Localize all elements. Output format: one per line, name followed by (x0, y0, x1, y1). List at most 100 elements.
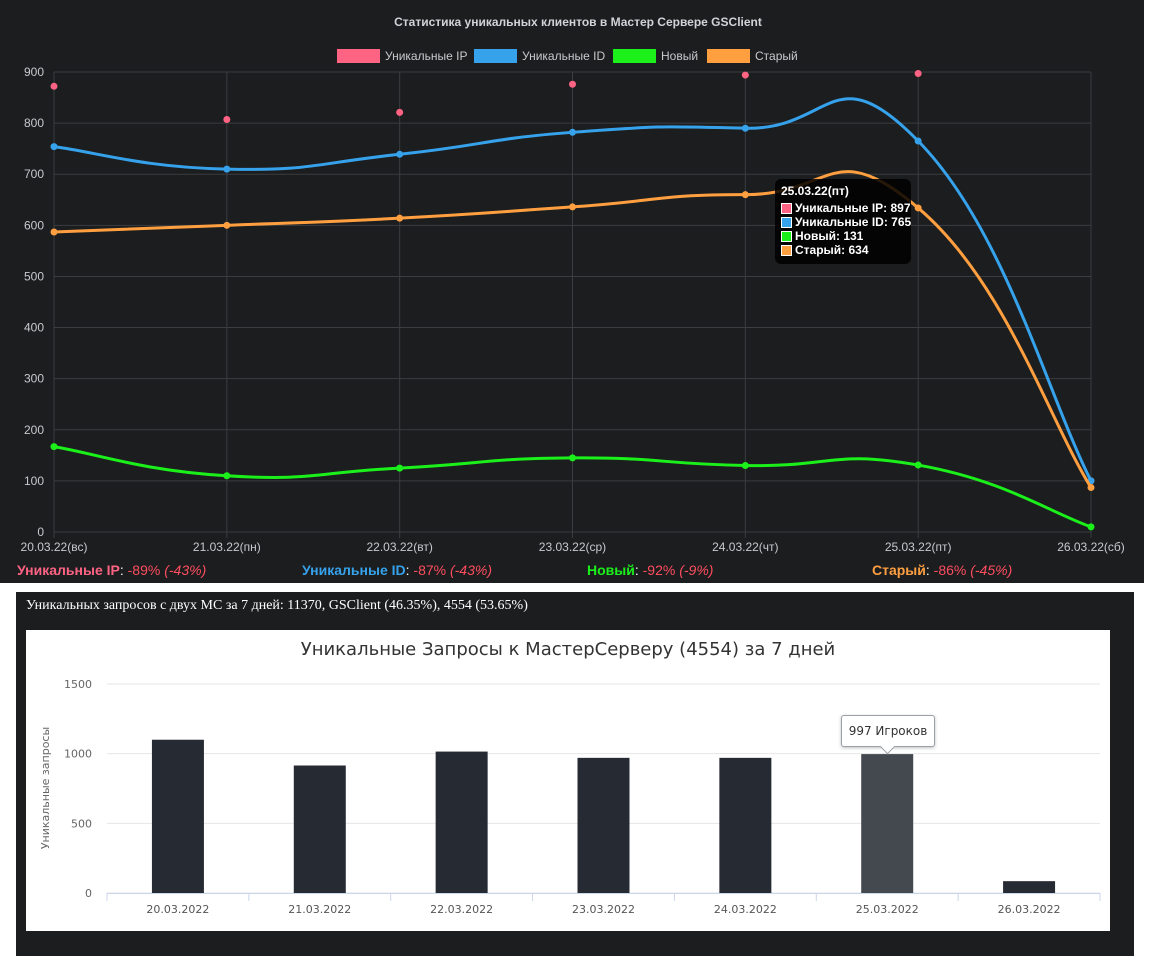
data-point (741, 462, 749, 470)
bar-x-tick-label: 26.03.2022 (998, 903, 1061, 916)
x-tick-label: 21.03.22(пн) (193, 540, 261, 554)
tooltip-text: Старый: 634 (795, 243, 869, 257)
tooltip-row-unique-ip: Уникальные IP: 897 (781, 201, 911, 215)
data-point (396, 150, 404, 158)
tooltip-text: Уникальные ID: 765 (795, 215, 912, 229)
data-point (396, 464, 404, 472)
y-tick-label: 0 (37, 525, 44, 539)
tooltip-text: Уникальные IP: 897 (795, 201, 911, 215)
data-point (223, 165, 231, 173)
bar-x-tick-label: 24.03.2022 (714, 903, 777, 916)
summary-item: Новый: -92% (-9%) (587, 562, 713, 578)
y-tick-label: 100 (24, 474, 44, 488)
bar (719, 757, 772, 893)
summary-name: Уникальные ID (302, 562, 406, 578)
summary-pct: -92% (638, 562, 676, 578)
data-point (396, 108, 404, 116)
data-point (50, 443, 58, 451)
bar-x-tick-label: 21.03.2022 (288, 903, 351, 916)
data-point (223, 472, 231, 480)
legend-swatch (337, 49, 380, 63)
bar-x-tick-label: 22.03.2022 (430, 903, 493, 916)
summary-rel: (-45%) (966, 562, 1013, 578)
summary-item: Уникальные ID: -87% (-43%) (302, 562, 492, 578)
chart-tooltip: 25.03.22(пт) Уникальные IP: 897 Уникальн… (775, 179, 911, 264)
data-point (1087, 523, 1095, 531)
bar (861, 754, 914, 893)
data-point (223, 221, 231, 229)
summary-colon: : (925, 562, 930, 578)
data-point (1087, 484, 1095, 492)
summary-name: Старый (872, 562, 926, 578)
legend-label: Уникальные ID (522, 49, 605, 63)
bar-y-axis-title: Уникальные запросы (39, 727, 52, 849)
y-tick-label: 700 (24, 167, 44, 181)
legend-swatch (707, 49, 750, 63)
summary-colon: : (119, 562, 124, 578)
bar (435, 751, 488, 893)
series-line-Старый (53, 170, 1093, 489)
data-point (741, 124, 749, 132)
bar-x-tick-label: 23.03.2022 (572, 903, 635, 916)
y-tick-label: 200 (24, 423, 44, 437)
bar (577, 757, 630, 893)
bar-tooltip-text: 997 Игроков (848, 724, 928, 738)
tooltip-swatch (781, 216, 792, 228)
requests-panel: Уникальных запросов с двух МС за 7 дней:… (16, 592, 1134, 956)
summary-rel: (-43%) (446, 562, 492, 578)
summary-colon: : (634, 562, 639, 578)
data-point (50, 143, 58, 151)
bar (151, 739, 204, 893)
data-point (50, 228, 58, 236)
bar-y-tick-label: 1000 (64, 748, 92, 761)
data-point (569, 203, 576, 211)
tooltip-row-old: Старый: 634 (781, 243, 869, 257)
client-stats-line-chart: Статистика уникальных клиентов в Мастер … (21, 15, 1125, 554)
tooltip-row-unique-id: Уникальные ID: 765 (781, 215, 911, 229)
x-tick-label: 23.03.22(ср) (539, 540, 606, 554)
bar-chart-title: Уникальные Запросы к МастерСерверу (4554… (301, 639, 835, 660)
tooltip-title: 25.03.22(пт) (781, 184, 849, 198)
x-tick-label: 25.03.22(пт) (885, 540, 952, 554)
x-tick-label: 20.03.22(вс) (21, 540, 88, 554)
summary-item: Уникальные IP: -89% (-43%) (17, 562, 206, 578)
summary-rel: (-43%) (160, 562, 207, 578)
tooltip-swatch (781, 230, 792, 242)
data-point (569, 128, 576, 136)
y-tick-label: 300 (24, 372, 44, 386)
legend-label: Новый (661, 49, 698, 63)
data-point (396, 214, 404, 222)
data-point (914, 137, 922, 145)
series-line-Уникальные-ID (53, 97, 1093, 482)
data-point (914, 204, 922, 212)
legend-label: Уникальные IP (385, 49, 467, 63)
summary-rel: (-9%) (675, 562, 714, 578)
chart-title: Статистика уникальных клиентов в Мастер … (394, 15, 762, 29)
data-point (914, 461, 922, 469)
bar-x-tick-label: 25.03.2022 (856, 903, 919, 916)
data-point (569, 80, 576, 88)
tooltip-text: Новый: 131 (795, 229, 864, 243)
bar-x-tick-label: 20.03.2022 (146, 903, 209, 916)
y-tick-label: 600 (24, 218, 44, 232)
summary-pct: -89% (123, 562, 161, 578)
y-tick-label: 800 (24, 116, 44, 130)
bar-tooltip: 997 Игроков (841, 715, 935, 755)
data-point (569, 454, 576, 462)
client-stats-panel: Статистика уникальных клиентов в Мастер … (0, 0, 1144, 583)
tooltip-swatch (781, 244, 792, 256)
legend-label: Старый (755, 49, 798, 63)
x-tick-label: 26.03.22(сб) (1057, 540, 1125, 554)
bar-y-tick-label: 500 (71, 817, 92, 830)
bar (1003, 881, 1056, 893)
y-tick-label: 400 (24, 321, 44, 335)
bar-y-tick-label: 0 (85, 887, 92, 900)
data-point (914, 70, 922, 78)
bar (293, 765, 346, 893)
summary-item: Старый: -86% (-45%) (872, 562, 1012, 578)
legend-swatch (474, 49, 517, 63)
tooltip-row-new: Новый: 131 (781, 229, 863, 243)
data-point (741, 71, 749, 79)
summary-pct: -87% (409, 562, 447, 578)
bar-y-tick-label: 1500 (64, 678, 92, 691)
